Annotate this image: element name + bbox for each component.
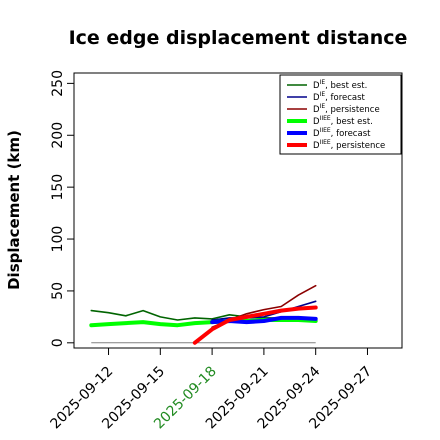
legend-label: DIE, forecast [313,91,366,103]
y-tick-label: 50 [50,282,66,300]
series-layer [89,284,318,345]
chart-title: Ice edge displacement distance [69,27,408,49]
y-tick-label: 100 [50,226,66,253]
legend-label: DIE, best est. [313,79,367,91]
legend-label: DIIEE, forecast [313,127,371,139]
legend-box [279,74,402,155]
y-tick-label: 150 [50,174,66,201]
y-tick-label: 200 [50,122,66,149]
legend-label: DIIEE, best est. [313,115,373,127]
legend-label: DIE, persistence [313,103,380,115]
y-axis-label: Displacement (km) [5,130,23,290]
legend-label: DIIEE, persistence [313,139,385,151]
series-line [192,305,318,345]
series-line [89,318,318,328]
plot-frame [73,72,403,349]
y-tick-label: 0 [50,338,66,347]
series-line [211,300,317,321]
y-tick-label: 250 [50,70,66,97]
